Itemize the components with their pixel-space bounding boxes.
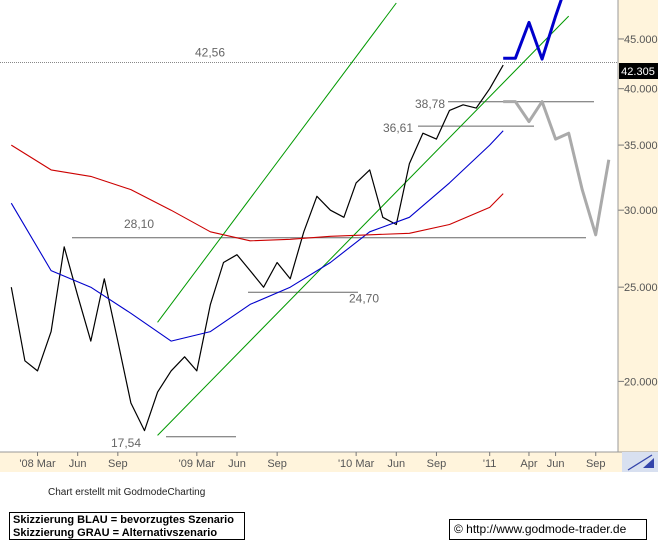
level-label: 36,61	[383, 121, 413, 135]
trend-channel-lines	[157, 2, 570, 436]
x-tick-label: Sep	[108, 458, 128, 470]
y-tick-label: 40.000	[624, 84, 658, 96]
x-tick-label: Sep	[586, 458, 606, 470]
x-tick-label: '09 Mar	[179, 458, 216, 470]
level-label: 38,78	[415, 97, 445, 111]
scroll-corner-icon[interactable]	[622, 452, 658, 472]
price-line	[10, 64, 504, 432]
last-price-label: 42.305	[621, 66, 655, 78]
price-series	[10, 0, 611, 432]
last-price-marker: 42.305	[619, 63, 658, 79]
x-tick-label: '10 Mar	[338, 458, 375, 470]
y-tick-label: 20.000	[624, 376, 658, 388]
x-axis-panel	[0, 452, 658, 472]
channel-line	[157, 2, 397, 323]
x-tick-label: Apr	[520, 458, 537, 470]
x-tick-label: Jun	[547, 458, 565, 470]
x-tick-label: Jun	[69, 458, 87, 470]
x-tick-label: Sep	[427, 458, 447, 470]
moving-average-line	[11, 144, 504, 242]
y-axis: 20.000 25.000 30.000 35.000 40.000 45.000	[617, 0, 658, 452]
channel-line	[157, 15, 570, 436]
x-axis: '08 Mar Jun Sep '09 Mar Jun Sep '10 Mar Jun Sep '…	[19, 452, 606, 470]
x-tick-label: Sep	[267, 458, 287, 470]
level-label: 17,54	[111, 436, 141, 450]
y-tick-label: 25.000	[624, 282, 658, 294]
scenario-preferred-line	[503, 0, 563, 61]
x-tick-label: Jun	[387, 458, 405, 470]
legend-alternative: Skizzierung GRAU = Alternativszenario	[13, 527, 218, 539]
scenario-legend: Skizzierung BLAU = bevorzugtes Szenario …	[9, 512, 245, 540]
x-tick-label: '11	[483, 458, 497, 470]
level-label: 28,10	[124, 217, 154, 231]
level-label: 42,56	[195, 45, 225, 59]
chart-credit: Chart erstellt mit GodmodeCharting	[48, 487, 206, 498]
x-tick-label: '08 Mar	[19, 458, 56, 470]
x-tick-label: Jun	[228, 458, 246, 470]
scenario-alternative-line	[503, 100, 611, 237]
y-tick-label: 45.000	[624, 34, 658, 46]
y-tick-label: 35.000	[624, 140, 658, 152]
y-tick-label: 30.000	[624, 205, 658, 217]
plot-area	[0, 0, 618, 452]
legend-preferred: Skizzierung BLAU = bevorzugtes Szenario	[13, 514, 234, 526]
level-label: 24,70	[349, 291, 379, 305]
moving-average-line	[10, 130, 504, 342]
source-url-link[interactable]: © http://www.godmode-trader.de	[449, 519, 647, 540]
